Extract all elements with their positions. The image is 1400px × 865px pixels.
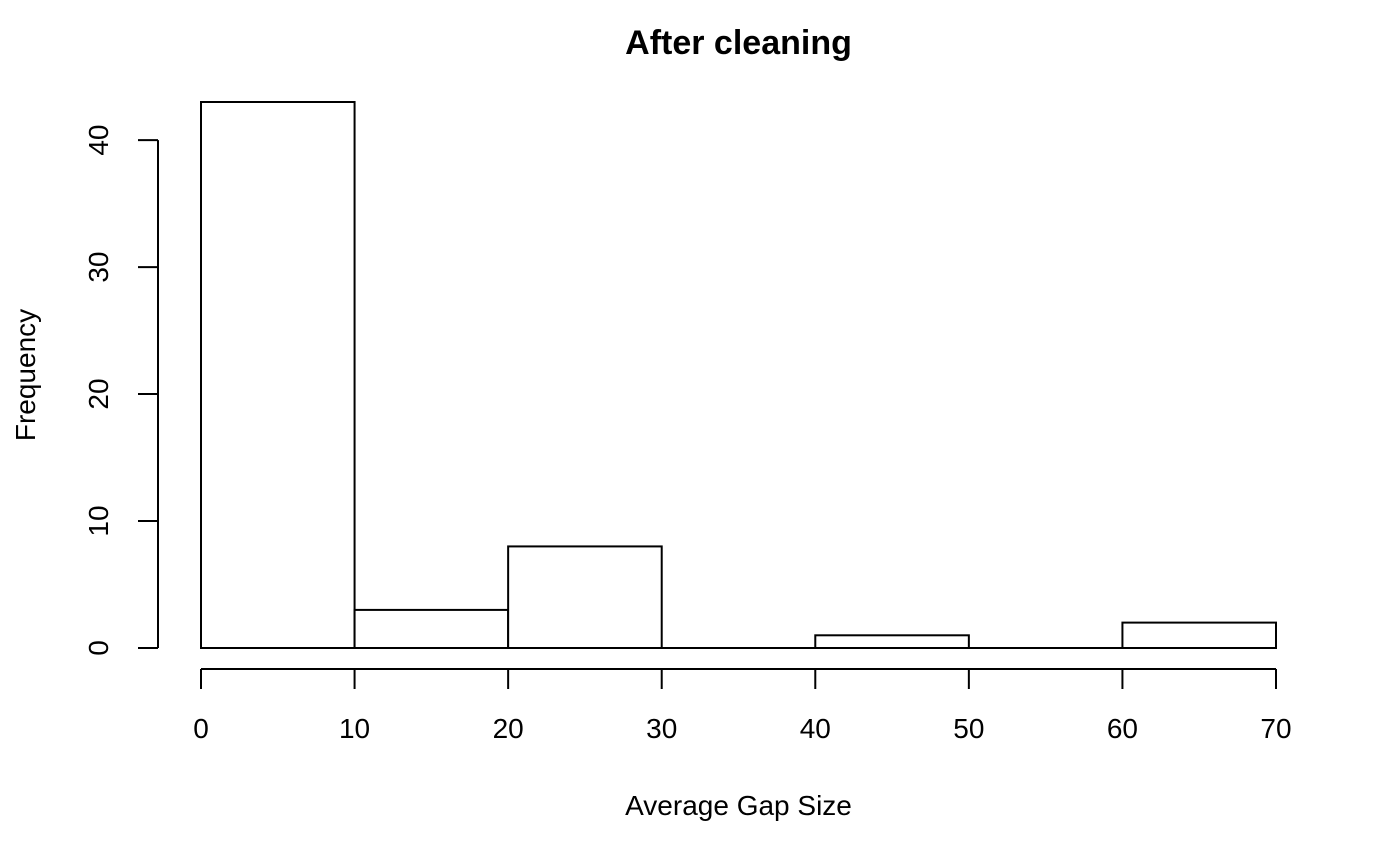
y-tick-label: 40 bbox=[83, 125, 114, 156]
x-axis: 0 10 20 30 40 50 60 70 bbox=[193, 668, 1292, 744]
histogram-bar-0-10 bbox=[200, 101, 356, 649]
chart-title: After cleaning bbox=[625, 24, 852, 62]
y-tick-label: 10 bbox=[83, 505, 114, 536]
histogram-bar-40-50 bbox=[814, 634, 970, 649]
histogram-bar-20-30 bbox=[507, 545, 663, 649]
x-axis-label: Average Gap Size bbox=[625, 790, 852, 821]
y-tick-label: 30 bbox=[83, 251, 114, 282]
y-tick-label: 0 bbox=[83, 640, 114, 656]
histogram-bar-60-70 bbox=[1121, 621, 1278, 650]
x-tick-label: 0 bbox=[193, 713, 209, 744]
x-tick-label: 30 bbox=[646, 713, 677, 744]
x-tick-label: 60 bbox=[1107, 713, 1138, 744]
histogram-bar-10-20 bbox=[353, 608, 510, 650]
bars-group bbox=[200, 101, 1278, 650]
x-tick-label: 50 bbox=[953, 713, 984, 744]
y-axis-label: Frequency bbox=[10, 309, 41, 441]
x-tick-label: 70 bbox=[1260, 713, 1291, 744]
y-tick-label: 20 bbox=[83, 378, 114, 409]
x-tick-label: 10 bbox=[339, 713, 370, 744]
y-axis: 0 10 20 30 40 bbox=[83, 125, 159, 656]
x-tick-label: 20 bbox=[493, 713, 524, 744]
x-tick-label: 40 bbox=[800, 713, 831, 744]
